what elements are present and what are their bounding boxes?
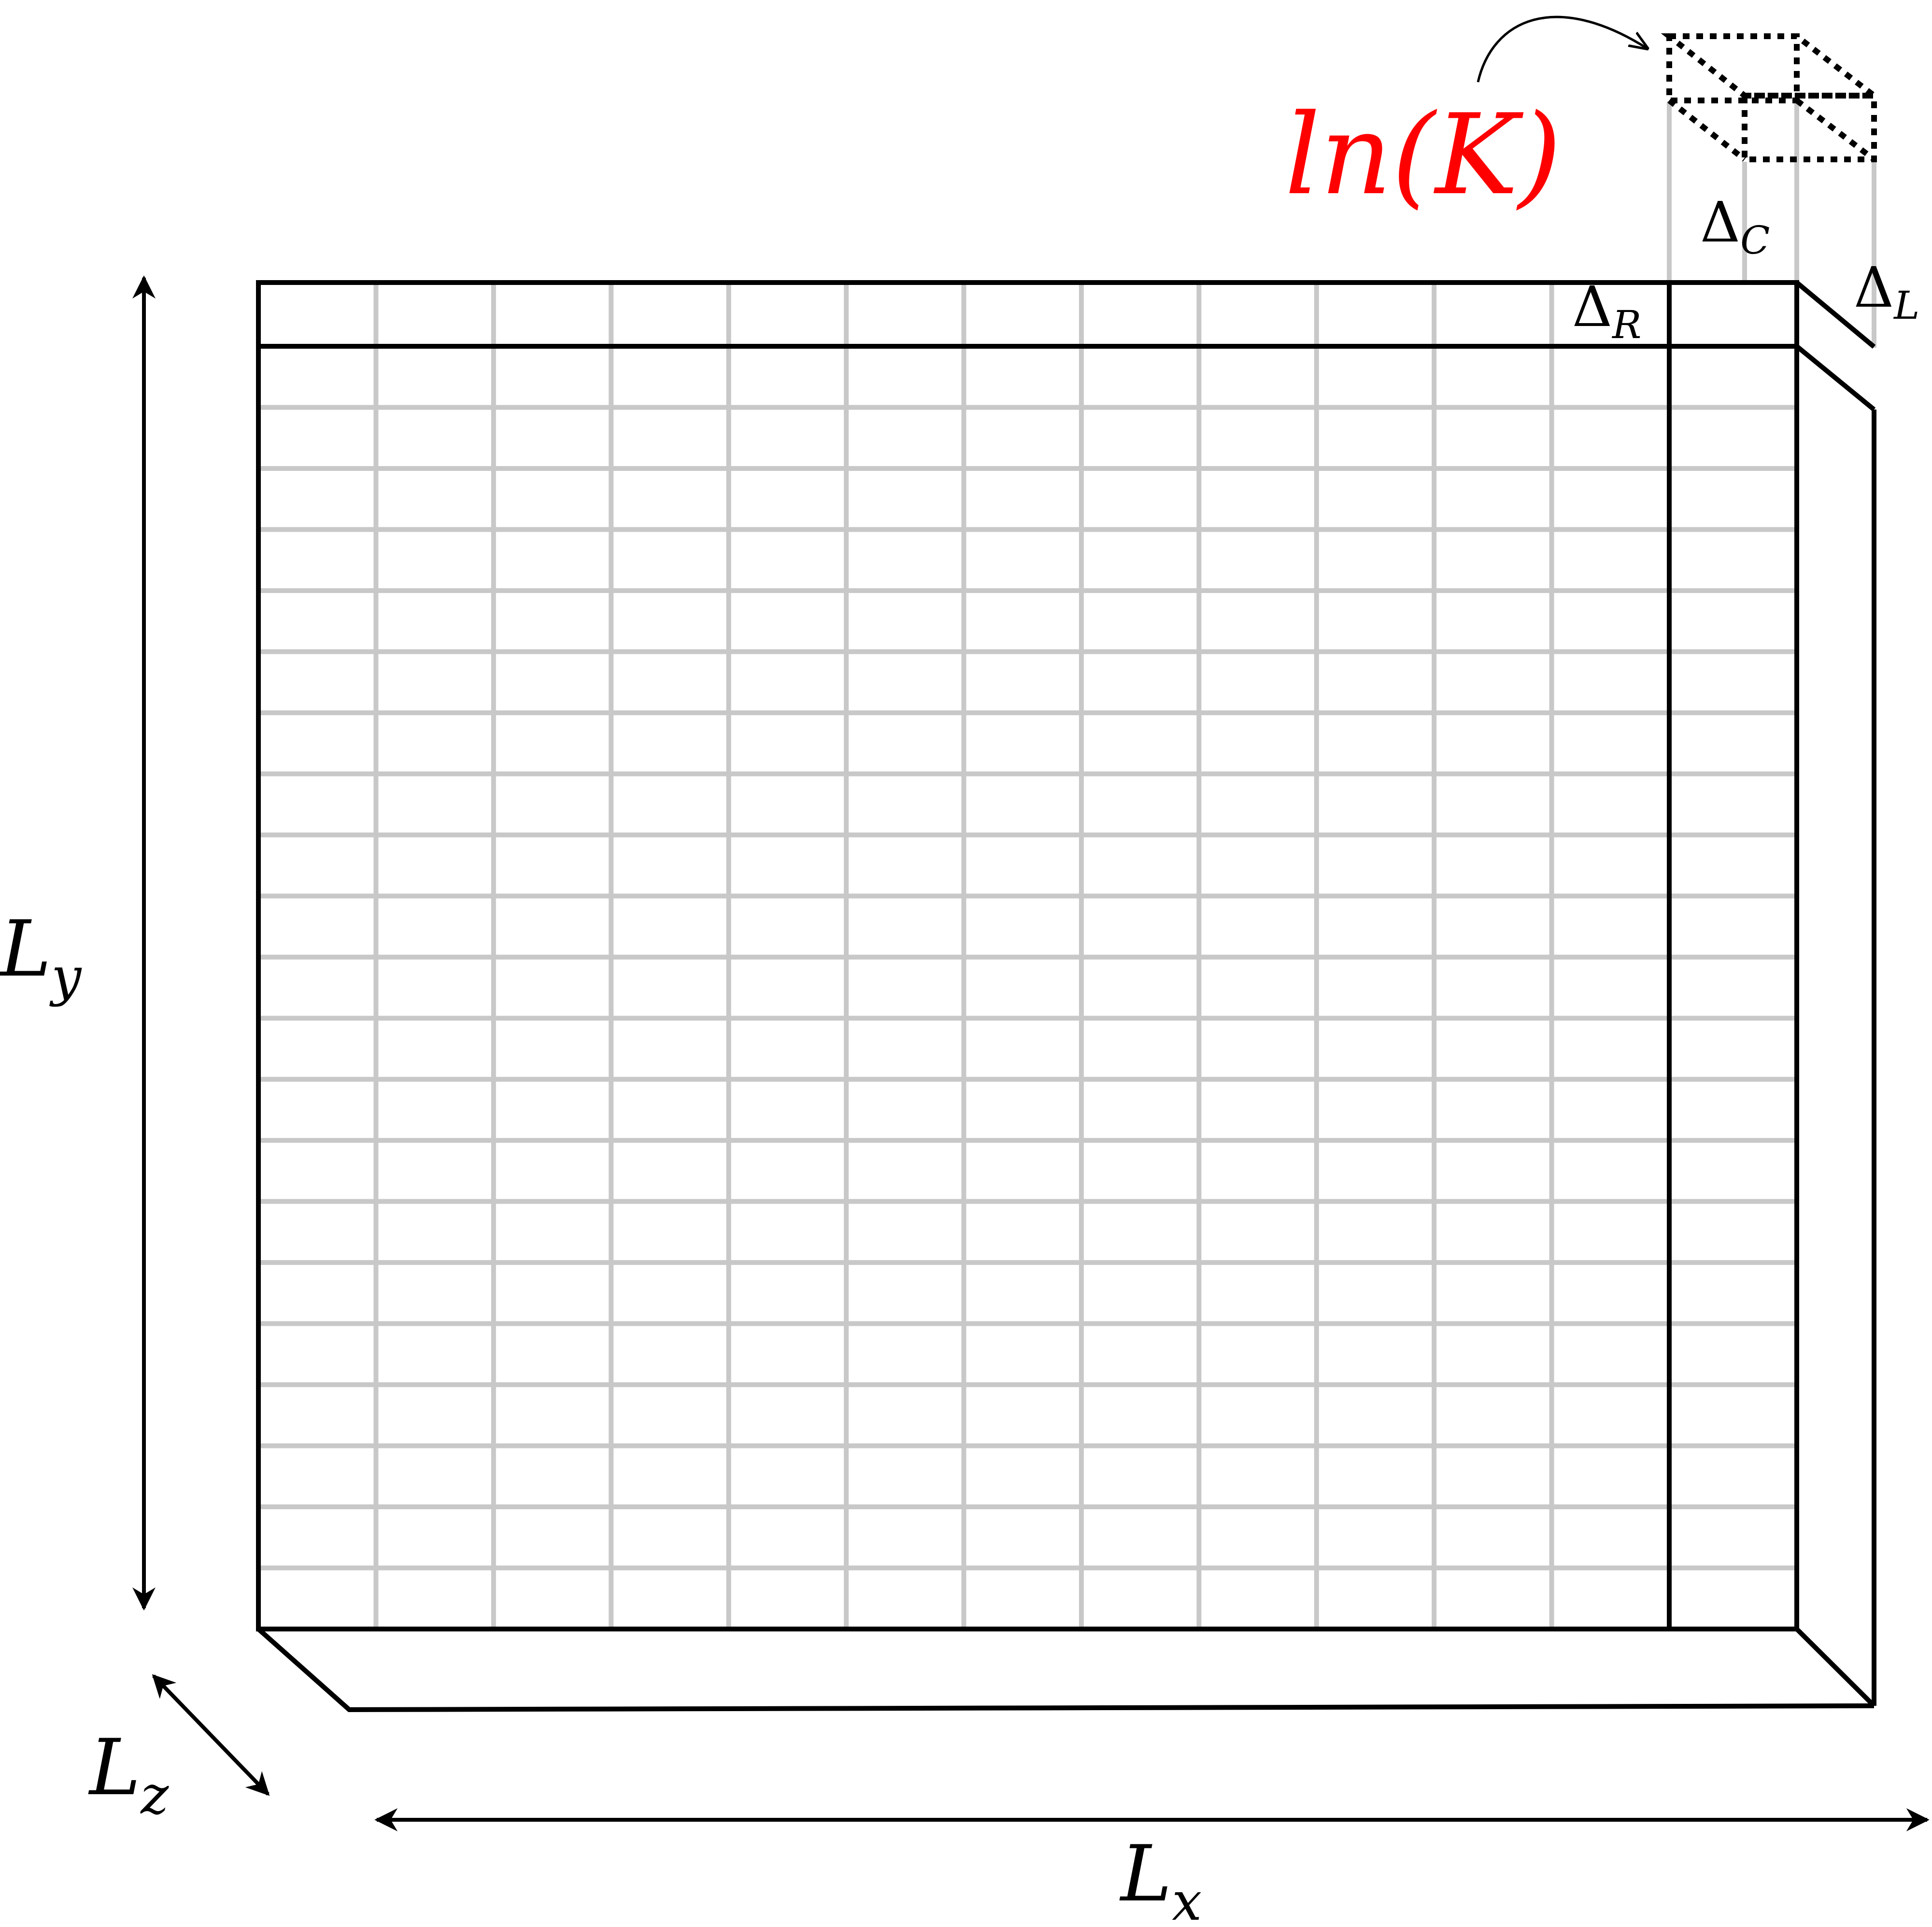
lz-label: Lz bbox=[88, 1722, 169, 1826]
cell-block-icon bbox=[1661, 33, 1883, 162]
delta-r-label: ΔR bbox=[1572, 275, 1641, 347]
grid-lines bbox=[258, 283, 1797, 1629]
slab-outline bbox=[256, 280, 1876, 1713]
lnk-label: ln(K) bbox=[1285, 91, 1562, 220]
lx-label: Lx bbox=[1119, 1828, 1202, 1927]
dimension-arrows bbox=[132, 275, 1930, 1831]
delta-l-label: ΔL bbox=[1854, 255, 1919, 328]
delta-c-label: ΔC bbox=[1700, 190, 1770, 263]
ly-label: Ly bbox=[0, 904, 82, 1007]
lz-arrow bbox=[152, 1674, 270, 1796]
pointer-arrow bbox=[1477, 15, 1647, 83]
guide-lines bbox=[1667, 101, 1876, 348]
